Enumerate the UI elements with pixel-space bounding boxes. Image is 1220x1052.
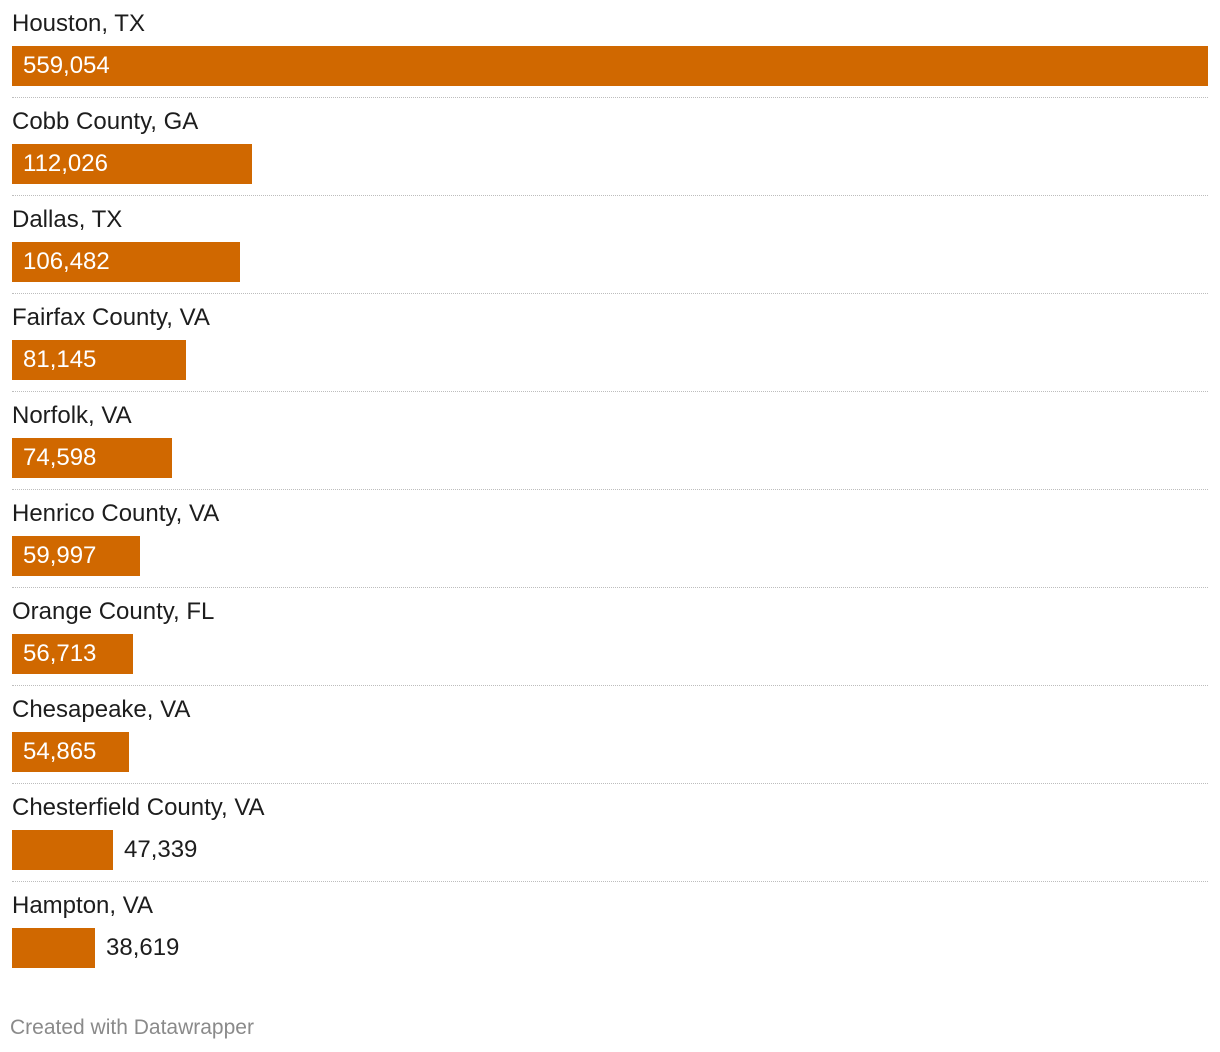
chart-row: Chesterfield County, VA 47,339 bbox=[12, 784, 1208, 882]
chart-row: Henrico County, VA 59,997 bbox=[12, 490, 1208, 588]
row-divider bbox=[12, 391, 1208, 392]
bar bbox=[12, 46, 1208, 86]
data-label: 106,482 bbox=[23, 248, 110, 275]
category-label: Cobb County, GA bbox=[12, 108, 199, 135]
chart-row: Fairfax County, VA 81,145 bbox=[12, 294, 1208, 392]
chart-row: Norfolk, VA 74,598 bbox=[12, 392, 1208, 490]
data-label: 56,713 bbox=[23, 640, 97, 667]
data-label: 59,997 bbox=[23, 542, 97, 569]
category-label: Houston, TX bbox=[12, 10, 145, 37]
chart-row: Hampton, VA 38,619 bbox=[12, 882, 1208, 980]
data-label: 74,598 bbox=[23, 444, 97, 471]
category-label: Henrico County, VA bbox=[12, 500, 220, 527]
category-label: Hampton, VA bbox=[12, 892, 153, 919]
row-divider bbox=[12, 685, 1208, 686]
category-label: Fairfax County, VA bbox=[12, 304, 210, 331]
bar bbox=[12, 634, 133, 674]
category-label: Norfolk, VA bbox=[12, 402, 132, 429]
bar bbox=[12, 242, 240, 282]
row-divider bbox=[12, 881, 1208, 882]
chart-row: Houston, TX 559,054 bbox=[12, 0, 1208, 98]
bar bbox=[12, 536, 140, 576]
data-label: 54,865 bbox=[23, 738, 97, 765]
bar bbox=[12, 144, 252, 184]
row-divider bbox=[12, 97, 1208, 98]
data-label: 112,026 bbox=[23, 150, 108, 177]
bar bbox=[12, 732, 129, 772]
row-divider bbox=[12, 489, 1208, 490]
chart-row: Cobb County, GA 112,026 bbox=[12, 98, 1208, 196]
datawrapper-credit: Created with Datawrapper bbox=[10, 1016, 254, 1039]
category-label: Chesterfield County, VA bbox=[12, 794, 265, 821]
category-label: Dallas, TX bbox=[12, 206, 123, 233]
chart-row: Orange County, FL 56,713 bbox=[12, 588, 1208, 686]
category-label: Orange County, FL bbox=[12, 598, 215, 625]
data-label: 81,145 bbox=[23, 346, 97, 373]
data-label: 559,054 bbox=[23, 52, 110, 79]
data-label: 38,619 bbox=[106, 934, 180, 961]
row-divider bbox=[12, 783, 1208, 784]
row-divider bbox=[12, 195, 1208, 196]
bar bbox=[12, 928, 95, 968]
bar-chart: Houston, TX 559,054 Cobb County, GA 112,026… bbox=[12, 0, 1208, 980]
bar bbox=[12, 830, 113, 870]
bar bbox=[12, 438, 172, 478]
chart-row: Chesapeake, VA 54,865 bbox=[12, 686, 1208, 784]
chart-row: Dallas, TX 106,482 bbox=[12, 196, 1208, 294]
row-divider bbox=[12, 587, 1208, 588]
row-divider bbox=[12, 293, 1208, 294]
category-label: Chesapeake, VA bbox=[12, 696, 191, 723]
data-label: 47,339 bbox=[124, 836, 198, 863]
bar bbox=[12, 340, 186, 380]
